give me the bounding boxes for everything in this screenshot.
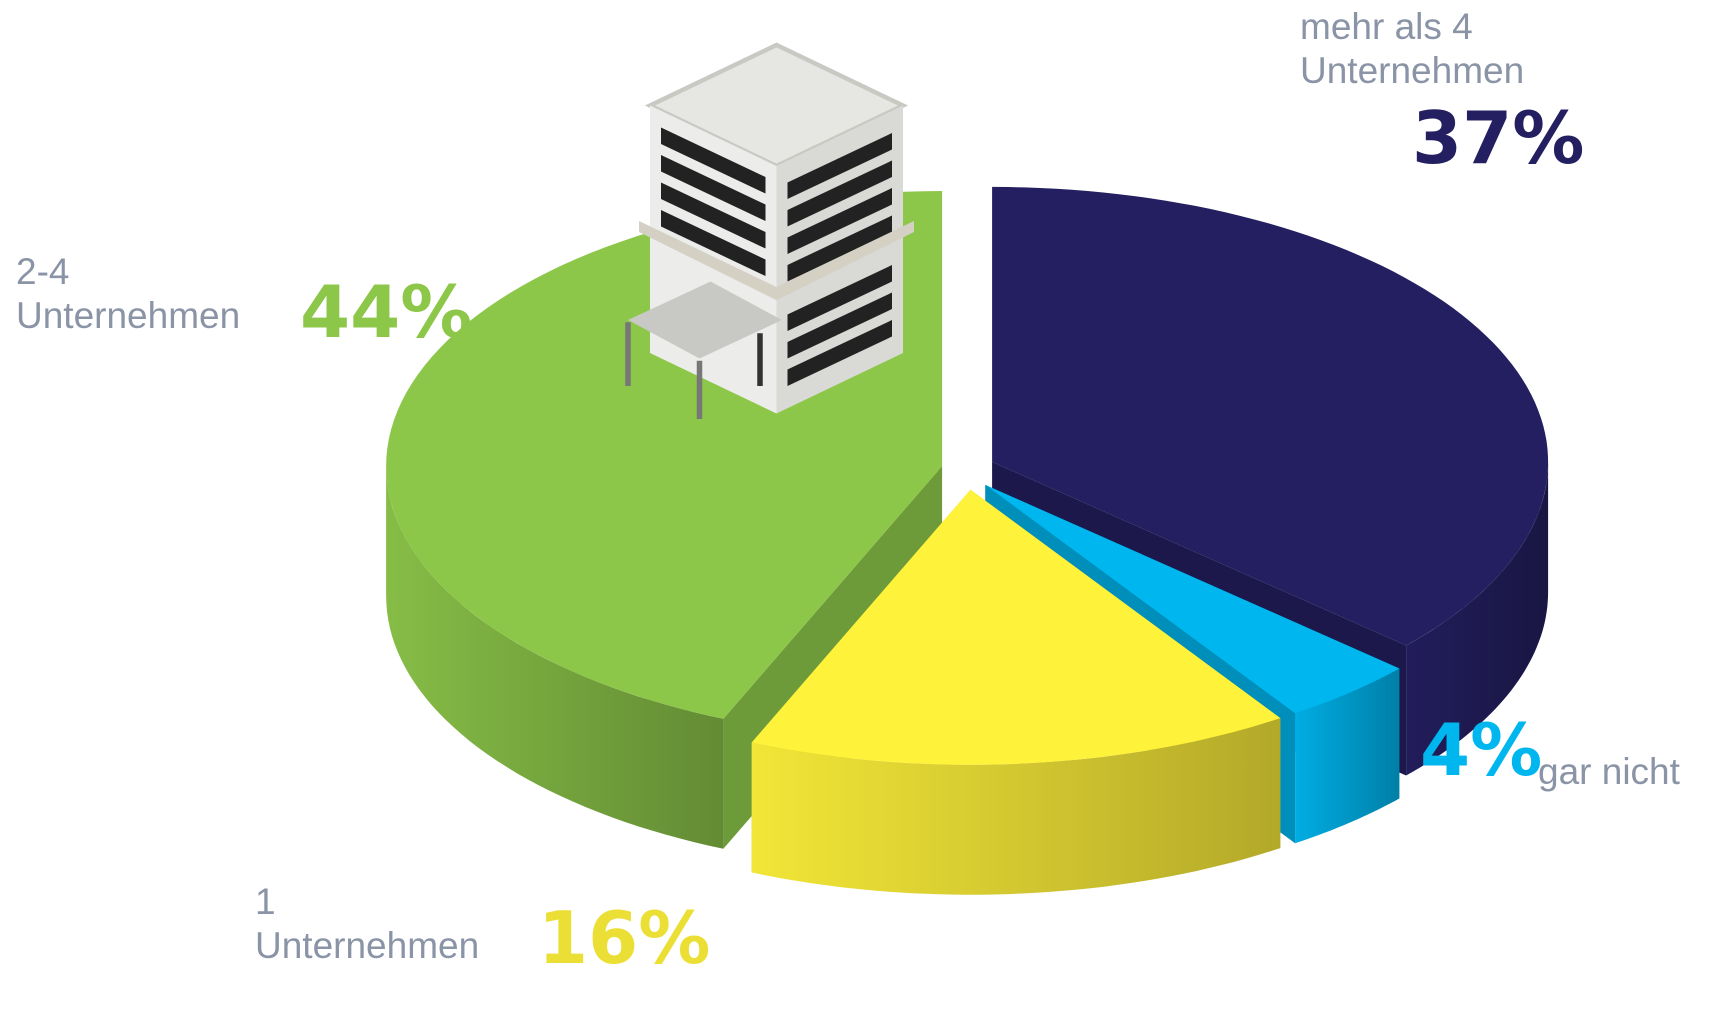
category-label: mehr als 4 Unternehmen (1300, 6, 1525, 91)
category-label: gar nicht (1538, 751, 1680, 792)
category-label: 2-4 Unternehmen (16, 251, 241, 336)
slice-side (1295, 668, 1400, 844)
slice-side (751, 718, 1281, 895)
value-label: 37% (1412, 96, 1585, 180)
slice (992, 186, 1549, 646)
category-label: 1 Unternehmen (255, 881, 480, 966)
value-label: 16% (538, 896, 711, 980)
slice-side (386, 466, 724, 849)
value-label: 44% (300, 270, 473, 354)
slice (985, 484, 1400, 714)
slice-side (1406, 461, 1549, 776)
value-label: 4% (1420, 708, 1543, 792)
slice (751, 489, 1281, 765)
